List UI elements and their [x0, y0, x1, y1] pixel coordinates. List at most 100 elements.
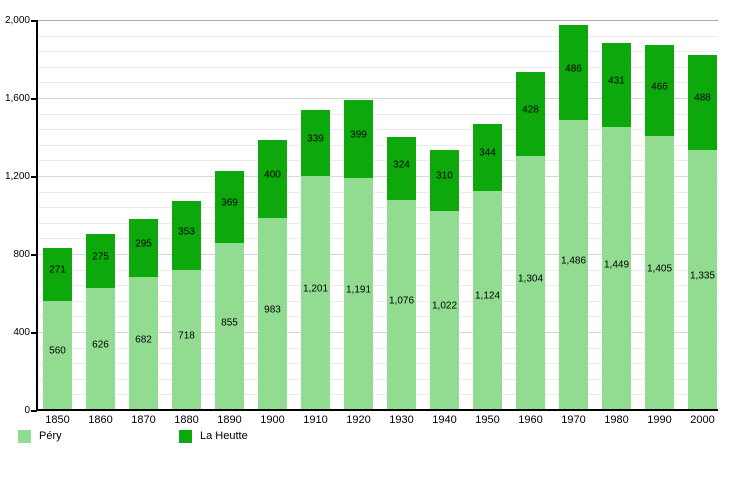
value-label-pery-1970: 1,486 — [560, 255, 587, 267]
bar-pery-1960 — [516, 155, 545, 410]
value-label-la-heutte-2000: 488 — [694, 92, 711, 104]
y-axis-label-2000: 2,000 — [4, 14, 30, 26]
legend-label-pery: Péry — [39, 430, 62, 442]
x-axis-label-1880: 1880 — [174, 414, 199, 426]
bar-la-heutte-1990 — [645, 45, 674, 136]
gridline — [37, 207, 718, 209]
value-label-la-heutte-1850: 271 — [49, 264, 66, 276]
gridline — [37, 285, 718, 287]
value-label-pery-1880: 718 — [178, 330, 195, 342]
y-axis-tick — [31, 331, 37, 334]
value-label-la-heutte-1990: 466 — [651, 81, 668, 93]
x-axis-label-1930: 1930 — [389, 414, 414, 426]
value-label-la-heutte-1880: 353 — [178, 226, 195, 238]
bar-pery-1990 — [645, 136, 674, 410]
value-label-pery-1910: 1,201 — [302, 283, 329, 295]
bar-la-heutte-1960 — [516, 72, 545, 156]
value-label-la-heutte-1910: 339 — [307, 133, 324, 145]
value-label-pery-1940: 1,022 — [431, 300, 458, 312]
gridline — [37, 144, 718, 146]
x-axis-label-1920: 1920 — [346, 414, 371, 426]
gridline — [37, 98, 718, 99]
value-label-pery-1930: 1,076 — [388, 295, 415, 307]
bar-pery-1850 — [43, 300, 72, 410]
bar-la-heutte-1970 — [559, 25, 588, 121]
gridline — [37, 35, 718, 37]
value-label-pery-1960: 1,304 — [517, 273, 544, 285]
bar-pery-2000 — [688, 149, 717, 410]
legend-label-la-heutte: La Heutte — [200, 430, 248, 442]
y-axis-label-0: 0 — [24, 404, 30, 416]
x-axis-label-1990: 1990 — [647, 414, 672, 426]
legend-swatch-pery — [18, 430, 31, 443]
bar-pery-1890 — [215, 243, 244, 410]
gridline — [37, 160, 718, 162]
y-axis — [36, 20, 38, 411]
bar-pery-1910 — [301, 175, 330, 410]
x-axis-label-2000: 2000 — [690, 414, 715, 426]
bar-pery-1950 — [473, 190, 502, 410]
value-label-pery-1860: 626 — [92, 339, 109, 351]
bar-la-heutte-1860 — [86, 234, 115, 288]
y-axis-label-400: 400 — [13, 326, 30, 338]
bar-la-heutte-1980 — [602, 43, 631, 128]
bar-la-heutte-1890 — [215, 171, 244, 244]
value-label-la-heutte-1900: 400 — [264, 169, 281, 181]
gridline — [37, 363, 718, 365]
gridline — [37, 394, 718, 396]
bar-la-heutte-1950 — [473, 123, 502, 191]
bar-pery-1970 — [559, 120, 588, 410]
legend-swatch-la-heutte — [179, 430, 192, 443]
bar-la-heutte-2000 — [688, 54, 717, 150]
value-label-pery-1870: 682 — [135, 334, 152, 345]
y-axis-label-1200: 1,200 — [4, 170, 30, 182]
gridline — [37, 378, 718, 380]
y-axis-tick — [31, 175, 37, 178]
value-label-la-heutte-1870: 295 — [135, 238, 152, 250]
gridline — [37, 332, 718, 333]
bar-pery-1900 — [258, 218, 287, 410]
gridline — [37, 254, 718, 255]
gridline — [37, 66, 718, 68]
value-label-la-heutte-1950: 344 — [479, 147, 496, 159]
gridline — [37, 316, 718, 318]
value-label-pery-1980: 1,449 — [603, 259, 630, 271]
y-axis-label-800: 800 — [13, 248, 30, 260]
x-axis-label-1970: 1970 — [561, 414, 586, 426]
gridline — [37, 300, 718, 302]
bar-la-heutte-1920 — [344, 99, 373, 178]
bar-pery-1980 — [602, 127, 631, 410]
bar-la-heutte-1850 — [43, 247, 72, 301]
gridline — [37, 269, 718, 271]
x-axis-label-1890: 1890 — [217, 414, 242, 426]
x-axis-label-1980: 1980 — [604, 414, 629, 426]
gridline — [37, 176, 718, 177]
gridline — [37, 51, 718, 53]
bar-pery-1870 — [129, 277, 158, 410]
gridline — [37, 347, 718, 349]
gridline — [37, 82, 718, 84]
value-label-pery-1950: 1,124 — [474, 290, 501, 302]
value-label-la-heutte-1920: 399 — [350, 129, 367, 141]
y-axis-tick — [31, 97, 37, 100]
x-axis-label-1900: 1900 — [260, 414, 285, 426]
value-label-pery-1890: 855 — [221, 317, 238, 329]
bar-la-heutte-1930 — [387, 137, 416, 201]
gridline — [37, 238, 718, 240]
bar-pery-1920 — [344, 177, 373, 410]
value-label-pery-1850: 560 — [49, 345, 66, 357]
bar-la-heutte-1910 — [301, 109, 330, 176]
value-label-pery-1900: 983 — [264, 304, 281, 316]
bar-pery-1880 — [172, 269, 201, 410]
y-axis-tick — [31, 253, 37, 256]
y-axis-tick — [31, 409, 37, 412]
y-axis-tick — [31, 19, 37, 22]
y-axis-label-1600: 1,600 — [4, 92, 30, 104]
value-label-la-heutte-1960: 428 — [522, 104, 539, 116]
value-label-la-heutte-1930: 324 — [393, 159, 410, 171]
x-axis-label-1950: 1950 — [475, 414, 500, 426]
value-label-la-heutte-1980: 431 — [608, 75, 625, 87]
x-axis-label-1910: 1910 — [303, 414, 328, 426]
bar-pery-1940 — [430, 210, 459, 410]
